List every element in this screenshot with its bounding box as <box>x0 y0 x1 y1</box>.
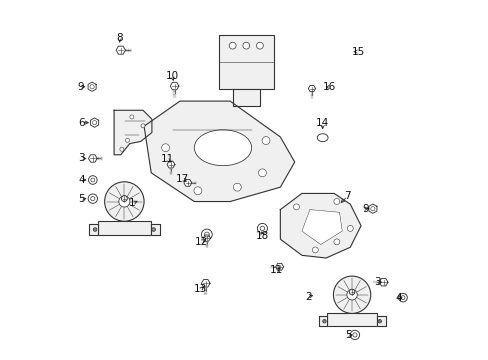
Text: 13: 13 <box>194 284 207 294</box>
Text: 11: 11 <box>269 265 283 275</box>
Circle shape <box>258 169 266 177</box>
Text: 9: 9 <box>77 82 83 92</box>
Circle shape <box>91 197 95 201</box>
Circle shape <box>229 42 236 49</box>
Circle shape <box>333 239 339 245</box>
Circle shape <box>121 195 127 202</box>
Text: 4: 4 <box>78 175 84 185</box>
Polygon shape <box>114 110 152 155</box>
Bar <box>219 35 273 89</box>
Polygon shape <box>232 89 260 105</box>
Ellipse shape <box>194 130 251 166</box>
Ellipse shape <box>317 134 327 141</box>
Circle shape <box>377 320 381 323</box>
Circle shape <box>378 320 380 322</box>
Text: 15: 15 <box>351 46 365 57</box>
Circle shape <box>293 204 299 210</box>
Polygon shape <box>89 224 98 235</box>
Circle shape <box>352 333 356 337</box>
Circle shape <box>322 320 325 323</box>
Circle shape <box>370 207 374 211</box>
Polygon shape <box>301 210 342 244</box>
Text: 2: 2 <box>305 292 311 302</box>
Circle shape <box>204 232 209 237</box>
Text: 11: 11 <box>161 154 174 164</box>
Circle shape <box>346 289 357 300</box>
Polygon shape <box>318 316 326 327</box>
Circle shape <box>162 144 169 152</box>
Text: 6: 6 <box>78 118 84 128</box>
Circle shape <box>91 178 95 182</box>
Circle shape <box>312 247 318 253</box>
Circle shape <box>104 182 144 221</box>
Circle shape <box>119 196 130 207</box>
Circle shape <box>120 147 123 151</box>
Polygon shape <box>151 224 160 235</box>
Polygon shape <box>88 155 97 162</box>
Circle shape <box>201 229 212 240</box>
Circle shape <box>333 276 370 314</box>
Circle shape <box>130 115 134 119</box>
Circle shape <box>398 293 407 302</box>
Bar <box>326 314 376 327</box>
Polygon shape <box>280 193 360 258</box>
Text: 14: 14 <box>315 118 328 128</box>
Circle shape <box>93 228 97 231</box>
Text: 18: 18 <box>255 231 268 240</box>
Text: 4: 4 <box>395 293 401 303</box>
Text: 5: 5 <box>78 194 84 204</box>
Circle shape <box>90 85 94 89</box>
Circle shape <box>243 42 249 49</box>
Circle shape <box>94 229 96 230</box>
Circle shape <box>233 183 241 191</box>
Polygon shape <box>376 316 385 327</box>
Circle shape <box>349 330 359 339</box>
Circle shape <box>348 289 354 295</box>
Circle shape <box>153 229 154 230</box>
Polygon shape <box>379 279 387 286</box>
Polygon shape <box>183 179 191 186</box>
Circle shape <box>323 320 325 322</box>
Text: 5: 5 <box>345 330 351 340</box>
Text: 7: 7 <box>344 191 350 201</box>
Circle shape <box>152 228 155 231</box>
Bar <box>98 221 151 235</box>
Circle shape <box>88 176 97 184</box>
Polygon shape <box>275 264 283 270</box>
Circle shape <box>88 194 97 203</box>
Polygon shape <box>90 118 99 127</box>
Circle shape <box>257 224 267 233</box>
Circle shape <box>262 136 269 144</box>
Circle shape <box>333 199 339 204</box>
Polygon shape <box>201 280 210 287</box>
Circle shape <box>256 42 263 49</box>
Polygon shape <box>203 235 210 241</box>
Circle shape <box>92 121 97 125</box>
Text: 3: 3 <box>373 277 380 287</box>
Circle shape <box>346 225 352 231</box>
Polygon shape <box>88 82 96 91</box>
Text: 10: 10 <box>165 71 178 81</box>
Circle shape <box>260 226 264 231</box>
Polygon shape <box>144 101 294 202</box>
Polygon shape <box>308 85 315 92</box>
Polygon shape <box>170 82 179 90</box>
Text: 9: 9 <box>362 204 368 214</box>
Text: 3: 3 <box>78 153 84 163</box>
Text: 8: 8 <box>116 33 123 43</box>
Circle shape <box>141 124 145 128</box>
Circle shape <box>194 187 202 195</box>
Polygon shape <box>116 46 125 54</box>
Text: 16: 16 <box>323 82 336 92</box>
Text: 17: 17 <box>176 174 189 184</box>
Polygon shape <box>368 204 376 213</box>
Text: 12: 12 <box>194 237 208 247</box>
Circle shape <box>400 296 404 300</box>
Circle shape <box>125 138 129 142</box>
Polygon shape <box>167 161 175 168</box>
Text: 1: 1 <box>129 198 136 208</box>
